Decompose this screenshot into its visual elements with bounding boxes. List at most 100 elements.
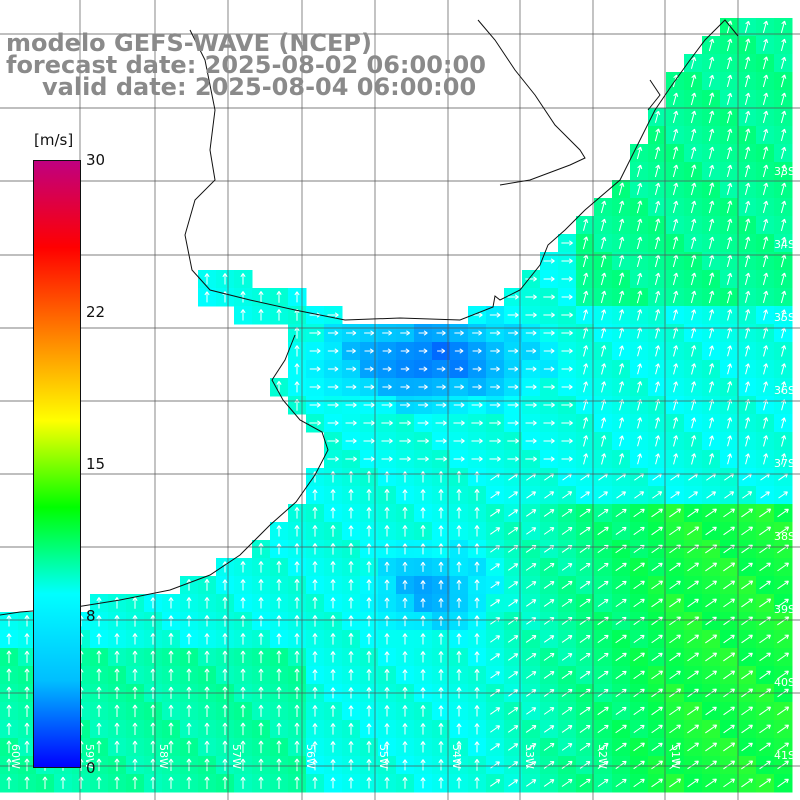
wind-arrow (636, 236, 643, 250)
wind-arrow (633, 562, 645, 572)
wind-arrow (741, 580, 754, 590)
wind-arrow (204, 704, 210, 717)
wind-arrow (619, 435, 625, 447)
wind-arrow (96, 668, 102, 682)
wind-arrow (726, 56, 733, 70)
wind-arrow (687, 508, 699, 518)
wind-arrow (708, 92, 715, 106)
wind-arrow (438, 633, 444, 645)
wind-arrow (436, 384, 446, 390)
wind-arrow (615, 670, 627, 680)
wind-arrow (687, 526, 700, 536)
wind-arrow (381, 438, 393, 444)
wind-arrow (672, 92, 679, 106)
wind-arrow (364, 330, 375, 336)
wind-arrow (561, 760, 573, 769)
wind-arrow (669, 652, 681, 662)
wind-arrow (777, 706, 790, 716)
wind-arrow (417, 438, 429, 444)
wind-arrow (762, 146, 769, 160)
wind-arrow (525, 438, 537, 444)
wind-arrow (672, 182, 679, 196)
wind-arrow (366, 651, 372, 663)
wind-arrow (687, 598, 699, 608)
wind-arrow (633, 616, 645, 626)
wind-arrow (615, 562, 627, 572)
wind-arrow (723, 598, 735, 608)
coastline (0, 19, 739, 616)
wind-arrow (276, 668, 282, 682)
wind-arrow (456, 615, 462, 627)
wind-arrow (690, 128, 697, 141)
wind-arrow (763, 363, 769, 375)
forecast-date: forecast date: 2025-08-02 06:00:00 (6, 51, 486, 79)
wind-arrow (762, 74, 769, 88)
wind-arrow (456, 777, 462, 789)
wind-arrow (204, 273, 210, 285)
wind-arrow (582, 290, 589, 303)
wind-arrow (708, 290, 715, 304)
wind-arrow (240, 561, 246, 573)
wind-arrow (507, 635, 519, 643)
wind-arrow (525, 653, 537, 661)
wind-arrow (472, 366, 482, 372)
wind-arrow (673, 309, 679, 321)
wind-arrow (601, 309, 607, 321)
wind-arrow (781, 309, 787, 321)
wind-arrow (327, 402, 339, 408)
wind-arrow (781, 345, 787, 357)
wind-arrow (543, 617, 555, 625)
wind-arrow (619, 363, 625, 375)
wind-arrow (759, 652, 771, 662)
wind-arrow (672, 200, 679, 213)
wind-arrow (543, 276, 555, 282)
wind-arrow (636, 200, 643, 214)
wind-arrow (276, 525, 282, 537)
wind-arrow (708, 182, 715, 196)
wind-arrow (435, 438, 447, 444)
wind-arrow (294, 381, 300, 393)
wind-arrow (651, 760, 664, 770)
wind-arrow (618, 200, 625, 214)
wind-arrow (579, 742, 591, 751)
wind-arrow (507, 707, 519, 715)
colorbar-unit: [m/s] (34, 131, 74, 149)
latitude-label: 34S (774, 238, 795, 251)
wind-arrow (636, 218, 643, 232)
wind-arrow (579, 634, 591, 643)
wind-arrow (561, 366, 573, 372)
wind-arrow (744, 56, 751, 70)
wind-arrow (597, 526, 609, 536)
wind-arrow (381, 402, 393, 408)
wind-arrow (741, 760, 754, 770)
wind-arrow (346, 348, 356, 354)
wind-arrow (615, 778, 627, 788)
wind-arrow (543, 725, 555, 733)
wind-arrow (294, 345, 300, 357)
wind-arrow (780, 218, 787, 231)
wind-arrow (420, 598, 426, 608)
wind-arrow (654, 110, 661, 123)
wind-arrow (186, 722, 192, 735)
wind-arrow (691, 345, 697, 357)
wind-arrow (561, 294, 573, 300)
wind-arrow (363, 456, 375, 462)
wind-arrow (741, 634, 753, 644)
wind-arrow (561, 635, 573, 643)
wind-arrow (670, 491, 680, 499)
longitude-label: 51W (669, 744, 682, 769)
wind-arrow (525, 420, 537, 426)
wind-arrow (346, 330, 357, 336)
wind-arrow (240, 291, 246, 303)
wind-arrow (709, 363, 715, 375)
latitude-label: 38S (774, 530, 795, 543)
wind-arrow (508, 491, 518, 499)
wind-arrow (204, 758, 210, 772)
wind-arrow (6, 740, 12, 754)
wind-arrow (330, 543, 336, 555)
wind-arrow (705, 598, 717, 608)
wind-arrow (508, 599, 519, 607)
wind-arrow (777, 598, 789, 608)
wind-arrow (366, 525, 372, 537)
